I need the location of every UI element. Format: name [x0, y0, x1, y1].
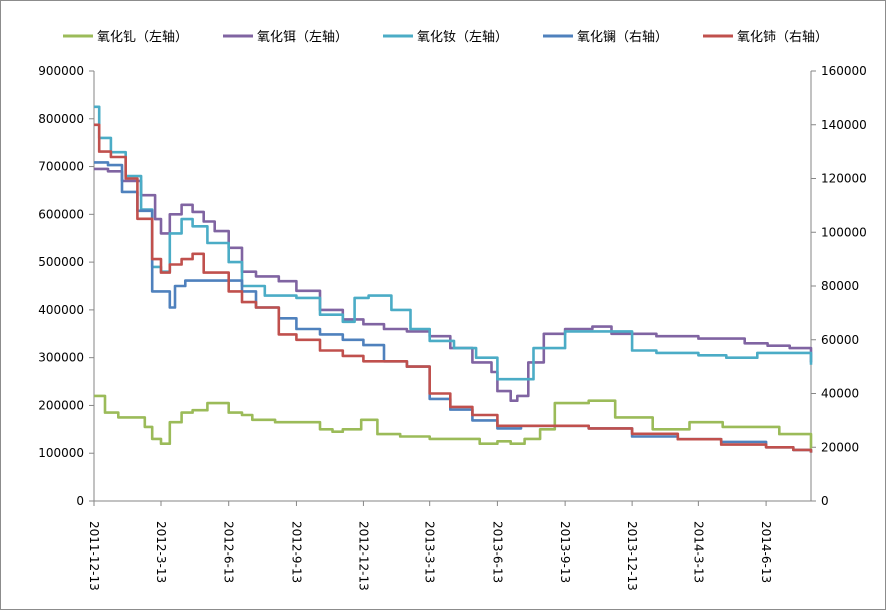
- y-tick-label-left: 100000: [38, 446, 84, 460]
- y-tick-label-left: 200000: [38, 398, 84, 412]
- y-tick-label-left: 600000: [38, 207, 84, 221]
- series-lines: [94, 105, 813, 453]
- series-line-2: [94, 167, 813, 402]
- x-tick-label: 2011-12-13: [87, 521, 101, 591]
- y-tick-label-right: 80000: [821, 279, 859, 293]
- x-tick-label: 2013-6-13: [490, 521, 504, 583]
- legend-label: 氧化钆（左轴）: [97, 30, 188, 45]
- y-tick-label-right: 0: [821, 494, 829, 508]
- y-tick-label-right: 160000: [821, 64, 867, 78]
- y-tick-label-right: 60000: [821, 333, 859, 347]
- y-tick-label-left: 700000: [38, 160, 84, 174]
- x-tick-label: 2012-12-13: [356, 521, 370, 591]
- y-tick-label-left: 800000: [38, 112, 84, 126]
- series-line-4: [94, 161, 813, 453]
- series-line-1: [94, 394, 813, 449]
- legend-label: 氧化铒（左轴）: [257, 30, 348, 45]
- y-tick-label-right: 100000: [821, 225, 867, 239]
- x-tick-label: 2013-3-13: [423, 521, 437, 583]
- legend-label: 氧化钕（左轴）: [417, 29, 508, 45]
- y-tick-label-left: 300000: [38, 351, 84, 365]
- x-tick-label: 2014-3-13: [691, 521, 705, 583]
- x-tick-label: 2012-3-13: [154, 521, 168, 583]
- x-tick-label: 2013-9-13: [558, 521, 572, 583]
- y-tick-label-left: 500000: [38, 255, 84, 269]
- x-tick-label: 2014-6-13: [759, 521, 773, 583]
- y-tick-label-right: 40000: [821, 387, 859, 401]
- y-tick-label-left: 900000: [38, 64, 84, 78]
- axes: 0100000200000300000400000500000600000700…: [38, 64, 867, 591]
- x-tick-label: 2012-9-13: [289, 521, 303, 583]
- y-tick-label-right: 20000: [821, 440, 859, 454]
- legend-label: 氧化镧（右轴）: [577, 30, 668, 45]
- legend-label: 氧化铈（右轴）: [737, 29, 828, 45]
- x-tick-label: 2012-6-13: [222, 521, 236, 583]
- y-tick-label-left: 400000: [38, 303, 84, 317]
- legend: 氧化钆（左轴） 氧化铒（左轴） 氧化钕（左轴） 氧化镧（右轴） 氧化铈（右轴）: [63, 29, 828, 45]
- y-tick-label-right: 140000: [821, 118, 867, 132]
- series-line-5: [94, 123, 813, 453]
- x-tick-label: 2013-12-13: [625, 521, 639, 591]
- y-tick-label-left: 0: [76, 494, 84, 508]
- y-tick-label-right: 120000: [821, 172, 867, 186]
